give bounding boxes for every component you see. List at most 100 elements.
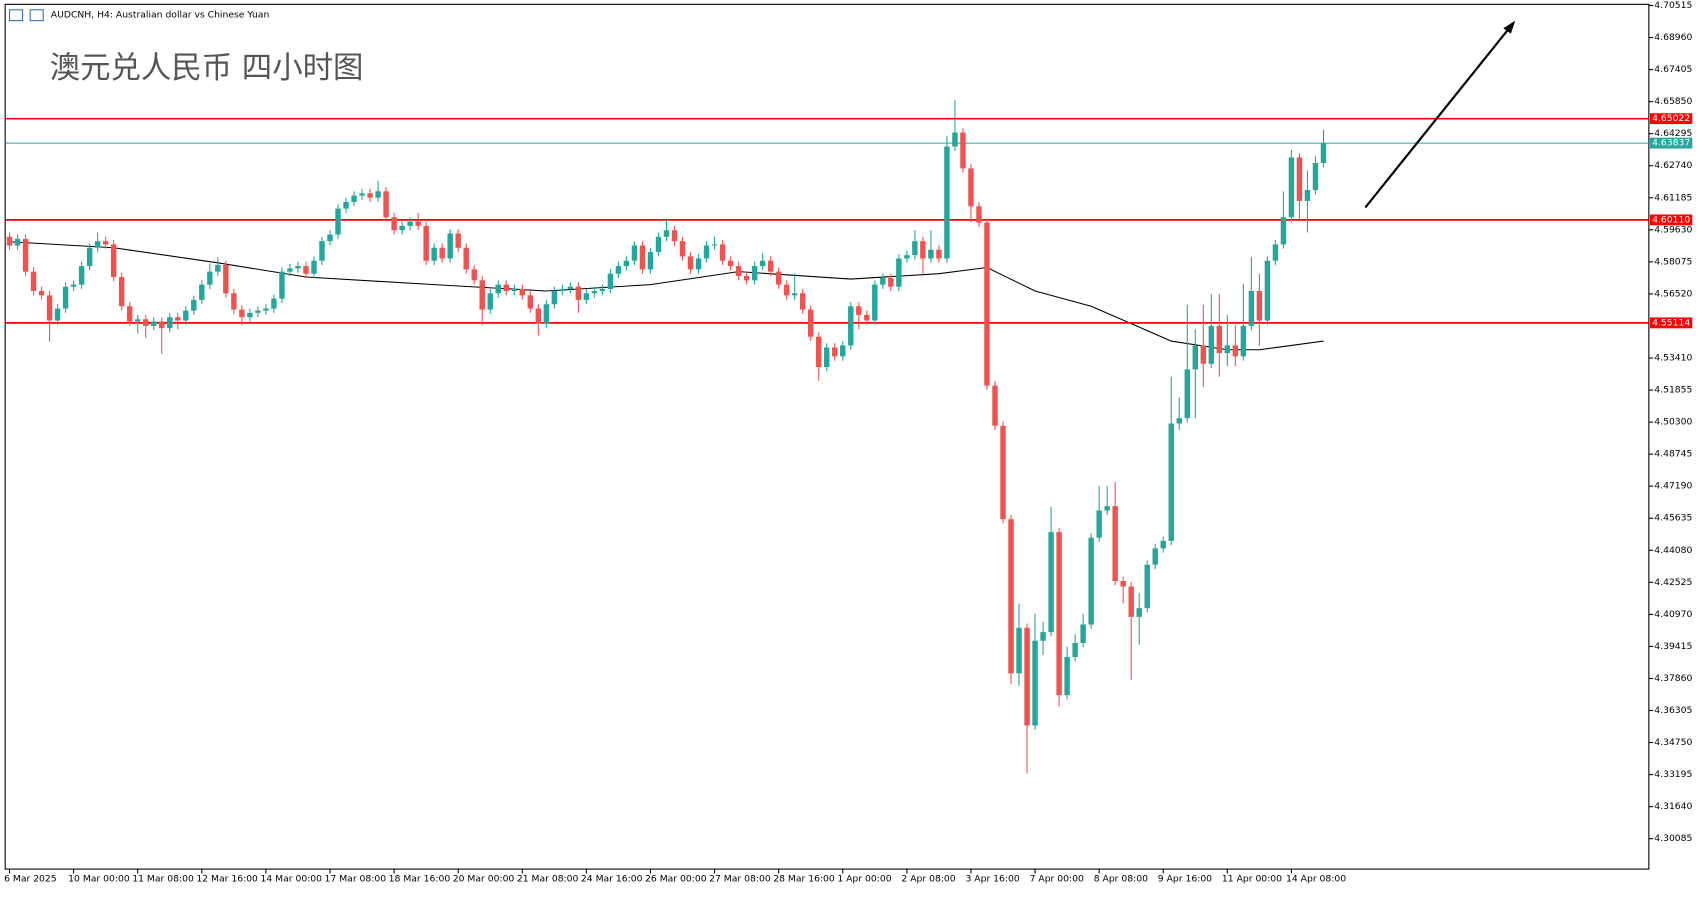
candle-body [78, 266, 85, 285]
candle-body [551, 291, 558, 305]
candle-body [159, 321, 165, 329]
candle-body [391, 217, 397, 231]
y-tick-label: 4.65850 [1654, 96, 1692, 107]
candle-body [992, 385, 998, 426]
candle-body [1272, 244, 1279, 261]
x-tick-label: 17 Mar 08:00 [325, 873, 387, 884]
candle-body [735, 266, 742, 276]
candle-body [239, 309, 245, 318]
candle-body [1024, 627, 1030, 726]
candle-body [167, 317, 173, 329]
x-tick-label: 28 Mar 16:00 [773, 873, 835, 884]
candle-body [727, 260, 734, 267]
x-tick-label: 26 Mar 00:00 [645, 873, 707, 884]
candle-body [1256, 291, 1263, 321]
y-tick-label: 4.64295 [1654, 128, 1692, 139]
y-tick-label: 4.48745 [1654, 449, 1692, 460]
candle-body [944, 146, 950, 259]
candle-body [1152, 548, 1158, 565]
candle-body [559, 288, 566, 292]
candle-body [808, 309, 814, 337]
candle-body [984, 222, 990, 386]
candle-body [679, 241, 686, 257]
candle-body [30, 271, 37, 292]
candle-body [1096, 510, 1102, 538]
trend-arrow [1364, 20, 1516, 209]
candle-body [1008, 519, 1014, 674]
candle-body [126, 306, 133, 322]
y-tick-label: 4.30085 [1654, 833, 1692, 844]
candle-body [695, 258, 702, 270]
candle-body [639, 245, 646, 270]
candle-body [511, 288, 517, 292]
candle-body [775, 271, 782, 285]
candle-body [479, 280, 485, 310]
candle-body [1184, 369, 1190, 419]
candle-body [1168, 423, 1174, 541]
candle-body [455, 233, 461, 248]
candle-body [1016, 627, 1022, 674]
candle-body [118, 277, 125, 307]
x-tick-label: 3 Apr 16:00 [966, 873, 1020, 884]
price-label: 4.60110 [1652, 214, 1690, 225]
y-tick-label: 4.33195 [1654, 769, 1692, 780]
x-tick-label: 7 Apr 00:00 [1030, 873, 1084, 884]
candle-body [94, 241, 101, 248]
candle-body [799, 293, 806, 310]
y-tick-label: 4.31640 [1654, 801, 1692, 812]
candle-body [767, 260, 774, 272]
arrow-line [1364, 25, 1512, 209]
candle-body [671, 230, 678, 242]
candle-body [1144, 564, 1150, 609]
price-label-box [1649, 113, 1693, 125]
candle-body [751, 266, 758, 281]
candle-body [215, 265, 221, 272]
candle-body [527, 295, 534, 309]
candle-body [62, 286, 69, 309]
candle-body [759, 260, 766, 267]
candle-body [920, 241, 926, 259]
candle-body [1240, 325, 1247, 357]
candle-body [223, 265, 229, 294]
x-tick-label: 20 Mar 00:00 [453, 873, 515, 884]
candle-body [856, 306, 862, 315]
candle-body [271, 298, 277, 309]
candle-body [615, 266, 622, 274]
candle-body [351, 195, 357, 202]
candle-body [1248, 291, 1255, 326]
candle-body [631, 245, 638, 261]
candle-body [463, 247, 469, 270]
x-tick-label: 21 Mar 08:00 [517, 873, 579, 884]
candle-body [231, 293, 237, 310]
candle-body [503, 284, 509, 292]
candle-body [824, 347, 830, 368]
candle-body [848, 306, 854, 346]
candle-body [575, 286, 582, 300]
candle-body [38, 291, 45, 296]
y-tick-label: 4.50300 [1654, 417, 1692, 428]
candle-body [423, 225, 429, 261]
candle-body [1048, 532, 1054, 633]
candle-body [791, 293, 798, 296]
candle-body [1312, 163, 1319, 191]
arrow-head [1503, 20, 1516, 34]
candle-body [22, 238, 29, 272]
candle-body [783, 284, 790, 296]
x-tick-label: 12 Mar 16:00 [196, 873, 258, 884]
candle-body [1128, 586, 1134, 617]
candle-body [399, 225, 405, 231]
x-tick-label: 14 Mar 00:00 [260, 873, 322, 884]
candle-body [912, 241, 918, 256]
x-tick-label: 8 Apr 08:00 [1094, 873, 1148, 884]
candle-body [6, 236, 13, 246]
candle-body [623, 260, 630, 267]
candle-body [367, 193, 373, 198]
candle-body [311, 260, 317, 274]
x-tick-label: 10 Mar 00:00 [68, 873, 130, 884]
y-tick-label: 4.36305 [1654, 705, 1692, 716]
icon [29, 9, 44, 22]
candle-body [14, 238, 21, 246]
candle-body [1040, 632, 1046, 641]
y-tick-label: 4.34750 [1654, 737, 1692, 748]
candle-body [110, 244, 117, 278]
